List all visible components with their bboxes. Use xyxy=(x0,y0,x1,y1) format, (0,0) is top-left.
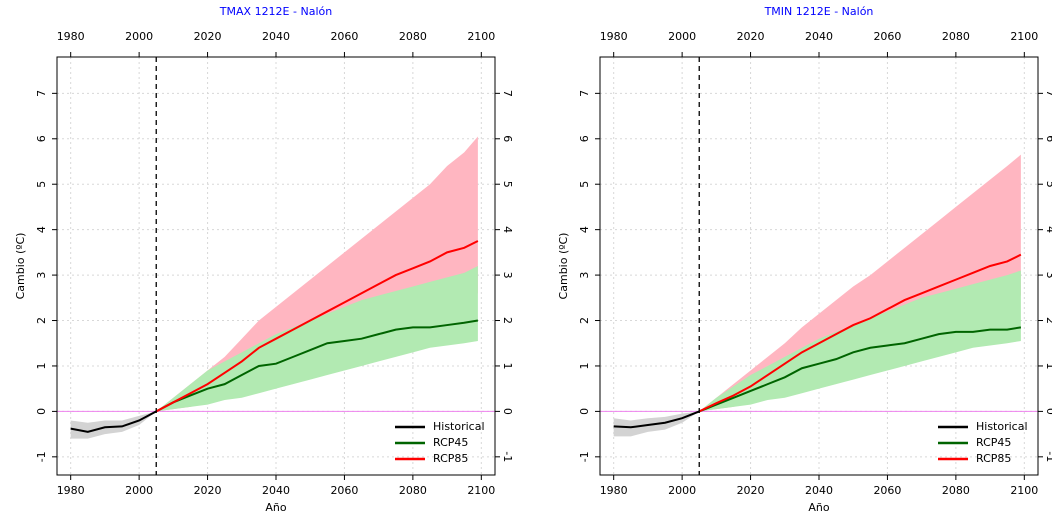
y-tick-label: 0 xyxy=(35,408,48,415)
legend-label: RCP45 xyxy=(976,436,1011,449)
x-tick-label-top: 2080 xyxy=(399,30,427,43)
y-axis-label: Cambio (ºC) xyxy=(14,233,27,300)
y-tick-label-right: 0 xyxy=(1044,408,1052,415)
x-tick-label: 2080 xyxy=(942,484,970,497)
x-tick-label: 2000 xyxy=(668,484,696,497)
x-tick-label: 2060 xyxy=(873,484,901,497)
x-tick-label-top: 2000 xyxy=(668,30,696,43)
series-line xyxy=(70,410,157,433)
y-tick-label-right: 1 xyxy=(1044,362,1052,369)
y-tick-label: 6 xyxy=(35,135,48,142)
series-line xyxy=(698,326,1022,413)
y-axis-label: Cambio (ºC) xyxy=(557,233,570,300)
legend-label: RCP45 xyxy=(433,436,468,449)
y-tick-label: 2 xyxy=(578,317,591,324)
y-tick-label: -1 xyxy=(578,451,591,462)
x-tick-label: 2060 xyxy=(330,484,358,497)
x-tick-label: 2040 xyxy=(262,484,290,497)
x-tick-label-top: 2020 xyxy=(194,30,222,43)
y-tick-label-right: 5 xyxy=(1044,181,1052,188)
range-band xyxy=(70,411,157,439)
y-tick-label: 5 xyxy=(578,181,591,188)
y-tick-label-right: -1 xyxy=(1044,451,1052,462)
x-tick-label-top: 2060 xyxy=(330,30,358,43)
range-band xyxy=(699,270,1021,412)
chart-title: TMIN 1212E - Nalón xyxy=(764,5,874,18)
x-tick-label: 2080 xyxy=(399,484,427,497)
x-tick-label-top: 2080 xyxy=(942,30,970,43)
x-tick-label-top: 2100 xyxy=(1010,30,1038,43)
x-tick-label: 2020 xyxy=(737,484,765,497)
x-tick-label: 2100 xyxy=(1010,484,1038,497)
legend-label: Historical xyxy=(976,420,1028,433)
y-tick-label: 5 xyxy=(35,181,48,188)
range-band xyxy=(699,154,1021,412)
y-tick-label-right: 4 xyxy=(1044,226,1052,233)
y-tick-label-right: 7 xyxy=(1044,90,1052,97)
y-tick-label: 1 xyxy=(578,362,591,369)
y-tick-label-right: 6 xyxy=(501,135,514,142)
y-tick-label-right: 3 xyxy=(1044,272,1052,279)
y-tick-label-right: 2 xyxy=(1044,317,1052,324)
series-line xyxy=(698,253,1022,413)
y-tick-label-right: 3 xyxy=(501,272,514,279)
y-tick-label-right: 4 xyxy=(501,226,514,233)
x-tick-label: 2040 xyxy=(805,484,833,497)
x-tick-label: 1980 xyxy=(57,484,85,497)
x-axis-label: Año xyxy=(265,501,286,514)
y-tick-label: 2 xyxy=(35,317,48,324)
range-band xyxy=(156,266,478,412)
y-tick-label: 3 xyxy=(578,272,591,279)
x-tick-label-top: 1980 xyxy=(600,30,628,43)
y-tick-label: 4 xyxy=(578,226,591,233)
y-tick-label-right: 0 xyxy=(501,408,514,415)
x-tick-label-top: 2040 xyxy=(262,30,290,43)
y-tick-label-right: -1 xyxy=(501,451,514,462)
y-tick-label: 4 xyxy=(35,226,48,233)
y-tick-label-right: 7 xyxy=(501,90,514,97)
series-line xyxy=(155,319,479,413)
legend-label: RCP85 xyxy=(433,452,468,465)
x-tick-label: 2100 xyxy=(467,484,495,497)
y-tick-label-right: 6 xyxy=(1044,135,1052,142)
x-tick-label-top: 2060 xyxy=(873,30,901,43)
x-tick-label-top: 2040 xyxy=(805,30,833,43)
y-tick-label-right: 2 xyxy=(501,317,514,324)
chart-title: TMAX 1212E - Nalón xyxy=(219,5,332,18)
series-line xyxy=(155,240,479,413)
y-tick-label: 7 xyxy=(35,90,48,97)
legend-label: RCP85 xyxy=(976,452,1011,465)
y-tick-label: 1 xyxy=(35,362,48,369)
x-tick-label-top: 1980 xyxy=(57,30,85,43)
x-tick-label-top: 2020 xyxy=(737,30,765,43)
series-line xyxy=(613,410,700,429)
y-tick-label: -1 xyxy=(35,451,48,462)
x-tick-label: 2000 xyxy=(125,484,153,497)
y-tick-label: 0 xyxy=(578,408,591,415)
y-tick-label: 7 xyxy=(578,90,591,97)
x-axis-label: Año xyxy=(808,501,829,514)
y-tick-label-right: 5 xyxy=(501,181,514,188)
x-tick-label-top: 2100 xyxy=(467,30,495,43)
x-tick-label: 2020 xyxy=(194,484,222,497)
y-tick-label: 3 xyxy=(35,272,48,279)
legend-label: Historical xyxy=(433,420,485,433)
x-tick-label-top: 2000 xyxy=(125,30,153,43)
x-tick-label: 1980 xyxy=(600,484,628,497)
y-tick-label-right: 1 xyxy=(501,362,514,369)
y-tick-label: 6 xyxy=(578,135,591,142)
